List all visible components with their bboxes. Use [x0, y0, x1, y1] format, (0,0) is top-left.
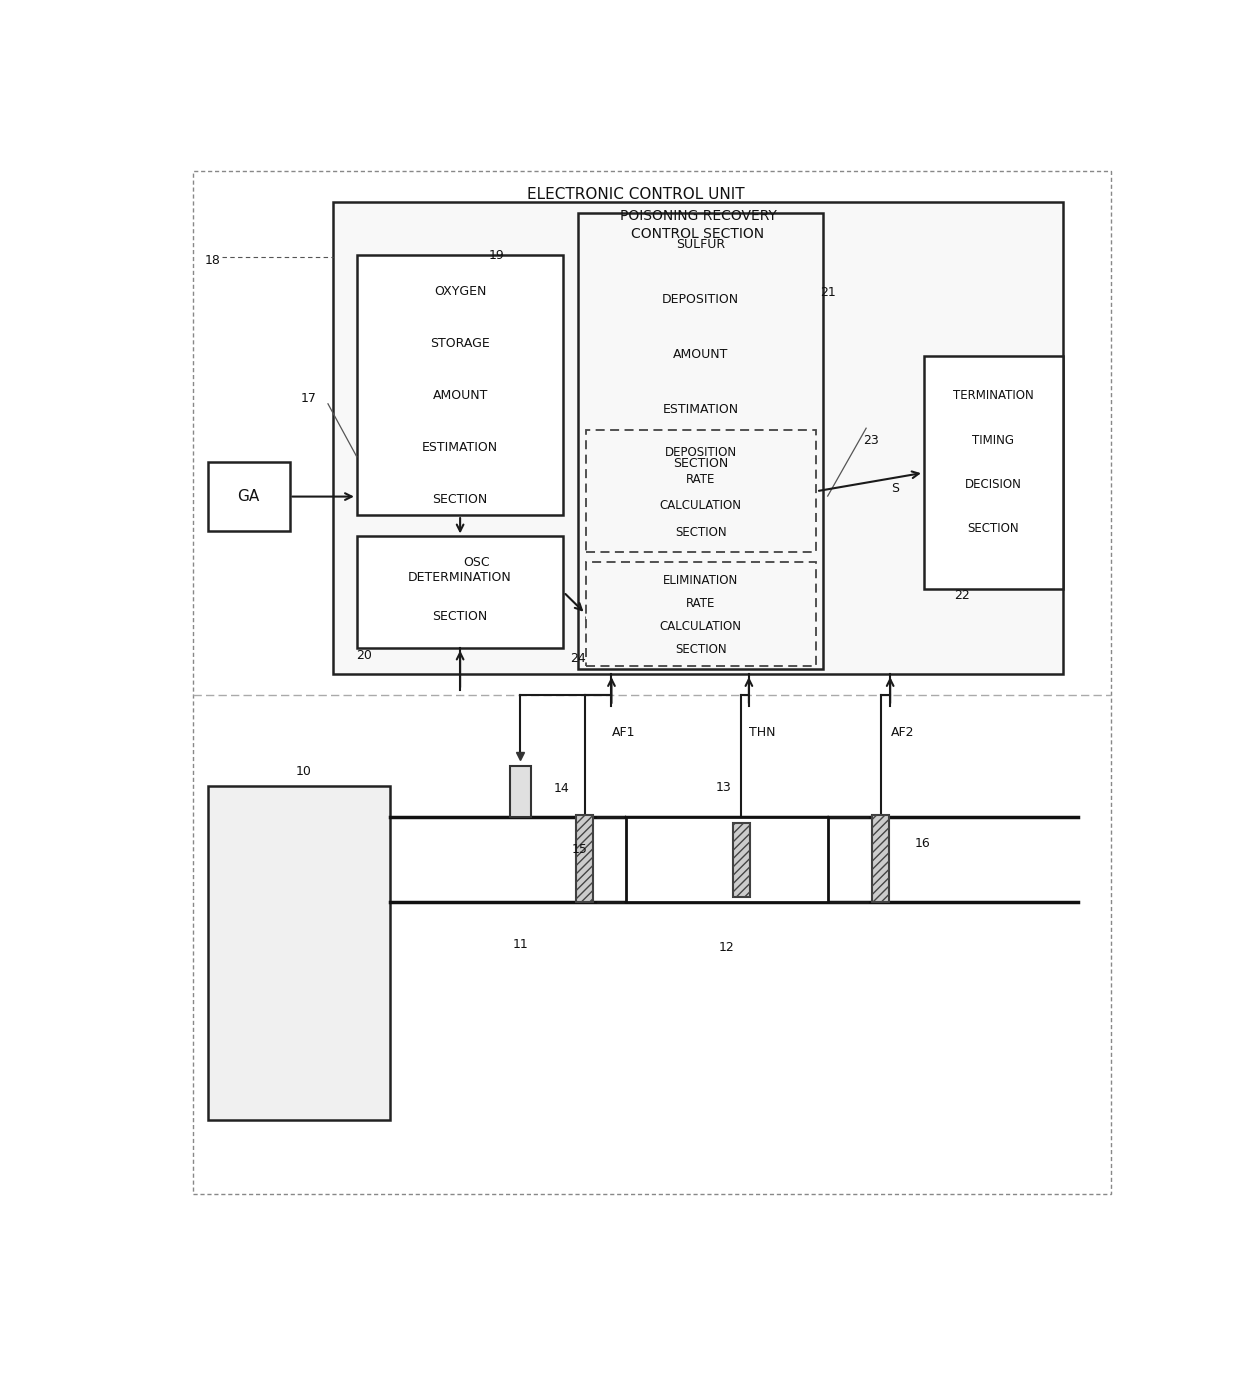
Text: TIMING: TIMING	[972, 434, 1014, 446]
Text: OSC: OSC	[464, 556, 490, 569]
Text: STORAGE: STORAGE	[430, 337, 490, 350]
Text: 19: 19	[489, 249, 503, 262]
Text: SECTION: SECTION	[433, 610, 487, 622]
Bar	[924, 357, 1063, 589]
Text: SECTION: SECTION	[967, 522, 1019, 536]
Text: CALCULATION: CALCULATION	[660, 620, 742, 632]
Bar	[733, 822, 750, 896]
Text: TERMINATION: TERMINATION	[954, 390, 1034, 402]
Text: ELECTRONIC CONTROL UNIT: ELECTRONIC CONTROL UNIT	[527, 187, 744, 202]
Text: 12: 12	[719, 942, 734, 954]
Bar	[872, 815, 889, 902]
Bar	[357, 255, 563, 515]
Text: THN: THN	[749, 726, 775, 739]
Text: ELIMINATION: ELIMINATION	[663, 574, 739, 587]
Bar	[208, 463, 290, 532]
Text: AMOUNT: AMOUNT	[672, 348, 728, 361]
Text: GA: GA	[238, 489, 260, 504]
Text: 24: 24	[570, 651, 585, 665]
Text: ESTIMATION: ESTIMATION	[422, 441, 498, 454]
Text: 16: 16	[914, 837, 930, 851]
Text: RATE: RATE	[686, 472, 715, 486]
Text: 17: 17	[301, 392, 316, 405]
Text: AF2: AF2	[890, 726, 914, 739]
Text: DEPOSITION: DEPOSITION	[662, 293, 739, 306]
Bar	[357, 536, 563, 647]
Text: DETERMINATION: DETERMINATION	[408, 571, 512, 584]
Bar	[510, 767, 531, 818]
Text: DECISION: DECISION	[965, 478, 1022, 490]
Text: AF1: AF1	[613, 726, 636, 739]
Text: SECTION: SECTION	[673, 457, 728, 470]
Text: 10: 10	[296, 766, 312, 778]
Bar	[626, 818, 828, 902]
Text: 15: 15	[572, 843, 588, 855]
Text: 23: 23	[863, 434, 879, 448]
Text: SULFUR: SULFUR	[676, 238, 725, 252]
Bar	[578, 213, 823, 669]
Text: 21: 21	[820, 286, 836, 299]
Bar	[575, 815, 593, 902]
Text: 11: 11	[512, 938, 528, 952]
Text: DEPOSITION: DEPOSITION	[665, 446, 737, 459]
Text: CONTROL SECTION: CONTROL SECTION	[631, 227, 765, 241]
Text: ESTIMATION: ESTIMATION	[662, 402, 739, 416]
Text: 22: 22	[955, 589, 970, 602]
Bar	[208, 785, 391, 1120]
Text: 20: 20	[357, 649, 372, 661]
Text: RATE: RATE	[686, 596, 715, 610]
Bar	[733, 822, 750, 896]
Text: SECTION: SECTION	[433, 493, 487, 507]
Text: SECTION: SECTION	[675, 643, 727, 655]
Bar	[585, 430, 816, 552]
Text: AMOUNT: AMOUNT	[433, 390, 487, 402]
Bar	[332, 202, 1063, 675]
Text: OXYGEN: OXYGEN	[434, 285, 486, 299]
Text: 13: 13	[715, 781, 732, 795]
Bar	[872, 815, 889, 902]
Text: CALCULATION: CALCULATION	[660, 500, 742, 512]
Bar	[575, 815, 593, 902]
Text: S: S	[892, 482, 899, 496]
Text: SECTION: SECTION	[675, 526, 727, 540]
Bar	[585, 562, 816, 665]
Text: POISONING RECOVERY: POISONING RECOVERY	[620, 209, 776, 223]
Text: 14: 14	[554, 782, 569, 795]
Text: 18: 18	[205, 255, 221, 267]
